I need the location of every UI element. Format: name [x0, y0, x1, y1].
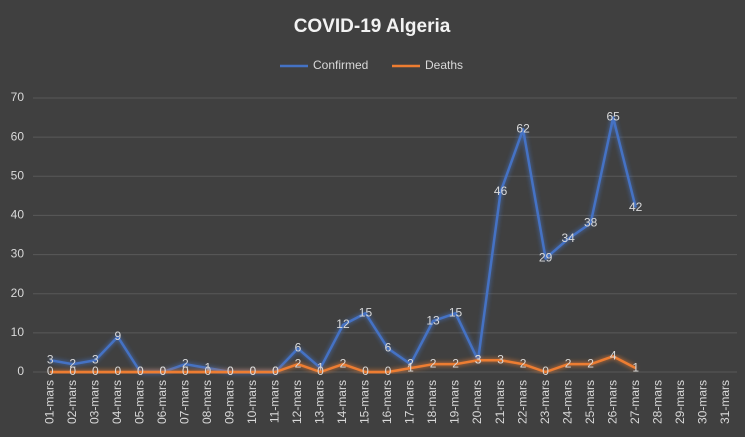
data-label: 2 [452, 356, 459, 370]
data-label: 12 [336, 317, 350, 331]
x-tick-label: 03-mars [87, 380, 101, 424]
legend-label: Deaths [425, 58, 463, 72]
y-tick-label: 0 [17, 364, 24, 378]
x-tick-label: 05-mars [132, 380, 146, 424]
data-label: 15 [449, 305, 463, 319]
data-label: 2 [407, 356, 414, 370]
y-tick-label: 60 [11, 129, 25, 143]
data-label: 13 [426, 313, 440, 327]
data-label: 3 [92, 352, 99, 366]
data-label: 29 [539, 251, 553, 265]
data-label: 4 [610, 349, 617, 363]
y-tick-label: 10 [11, 325, 25, 339]
data-label: 0 [92, 364, 99, 378]
x-tick-label: 17-mars [403, 380, 417, 424]
y-tick-label: 20 [11, 286, 25, 300]
data-label: 0 [69, 364, 76, 378]
data-label: 0 [47, 364, 54, 378]
data-label: 15 [359, 305, 373, 319]
data-label: 3 [497, 352, 504, 366]
data-label: 0 [250, 364, 257, 378]
x-tick-label: 11-mars [268, 380, 282, 423]
data-label: 0 [159, 364, 166, 378]
chart-title: COVID-19 Algeria [294, 16, 451, 37]
x-tick-label: 20-mars [470, 380, 484, 424]
data-label: 2 [295, 356, 302, 370]
data-label: 2 [182, 356, 189, 370]
x-tick-label: 31-mars [718, 380, 732, 424]
data-label: 3 [47, 352, 54, 366]
x-tick-label: 26-mars [605, 380, 619, 424]
x-tick-label: 15-mars [358, 380, 372, 424]
data-label: 1 [407, 360, 414, 374]
data-label: 0 [205, 364, 212, 378]
x-tick-label: 04-mars [110, 380, 124, 424]
y-tick-label: 40 [11, 208, 25, 222]
x-tick-label: 02-mars [65, 380, 79, 424]
data-label: 2 [430, 356, 437, 370]
x-tick-label: 07-mars [178, 380, 192, 424]
data-label: 62 [516, 121, 530, 135]
x-tick-label: 08-mars [200, 380, 214, 424]
data-label: 1 [317, 360, 324, 374]
data-label: 9 [114, 329, 121, 343]
y-tick-label: 30 [11, 247, 25, 261]
x-tick-label: 28-mars [650, 380, 664, 424]
y-tick-label: 70 [11, 90, 25, 104]
data-label: 34 [561, 231, 575, 245]
data-label: 2 [340, 356, 347, 370]
x-tick-label: 09-mars [223, 380, 237, 424]
x-tick-label: 01-mars [42, 380, 56, 424]
x-tick-label: 18-mars [425, 380, 439, 424]
x-tick-label: 21-mars [493, 380, 507, 424]
data-label: 0 [385, 364, 392, 378]
x-tick-label: 27-mars [628, 380, 642, 424]
x-tick-label: 06-mars [155, 380, 169, 424]
x-tick-label: 13-mars [313, 380, 327, 424]
x-tick-label: 22-mars [515, 380, 529, 424]
data-label: 0 [272, 364, 279, 378]
x-tick-label: 29-mars [673, 380, 687, 424]
data-label: 0 [114, 364, 121, 378]
data-label: 0 [542, 364, 549, 378]
data-label: 1 [205, 360, 212, 374]
data-label: 1 [632, 360, 639, 374]
data-label: 42 [629, 200, 643, 214]
x-tick-label: 23-mars [538, 380, 552, 424]
data-label: 0 [362, 364, 369, 378]
x-tick-label: 10-mars [245, 380, 259, 424]
x-tick-label: 30-mars [695, 380, 709, 424]
legend-label: Confirmed [313, 58, 368, 72]
x-tick-label: 19-mars [448, 380, 462, 424]
x-tick-label: 12-mars [290, 380, 304, 424]
data-label: 6 [295, 341, 302, 355]
x-tick-label: 25-mars [583, 380, 597, 424]
x-tick-label: 24-mars [560, 380, 574, 424]
data-label: 6 [385, 341, 392, 355]
data-label: 0 [317, 364, 324, 378]
data-label: 38 [584, 215, 598, 229]
data-label: 2 [565, 356, 572, 370]
data-label: 2 [520, 356, 527, 370]
data-label: 65 [606, 110, 620, 124]
y-tick-label: 50 [11, 168, 25, 182]
data-label: 46 [494, 184, 508, 198]
series-line [50, 355, 637, 374]
data-label: 2 [587, 356, 594, 370]
data-label: 2 [69, 356, 76, 370]
data-label: 3 [475, 352, 482, 366]
x-tick-label: 14-mars [335, 380, 349, 424]
data-label: 0 [182, 364, 189, 378]
data-label: 0 [137, 364, 144, 378]
x-tick-label: 16-mars [380, 380, 394, 424]
data-label: 0 [227, 364, 234, 378]
